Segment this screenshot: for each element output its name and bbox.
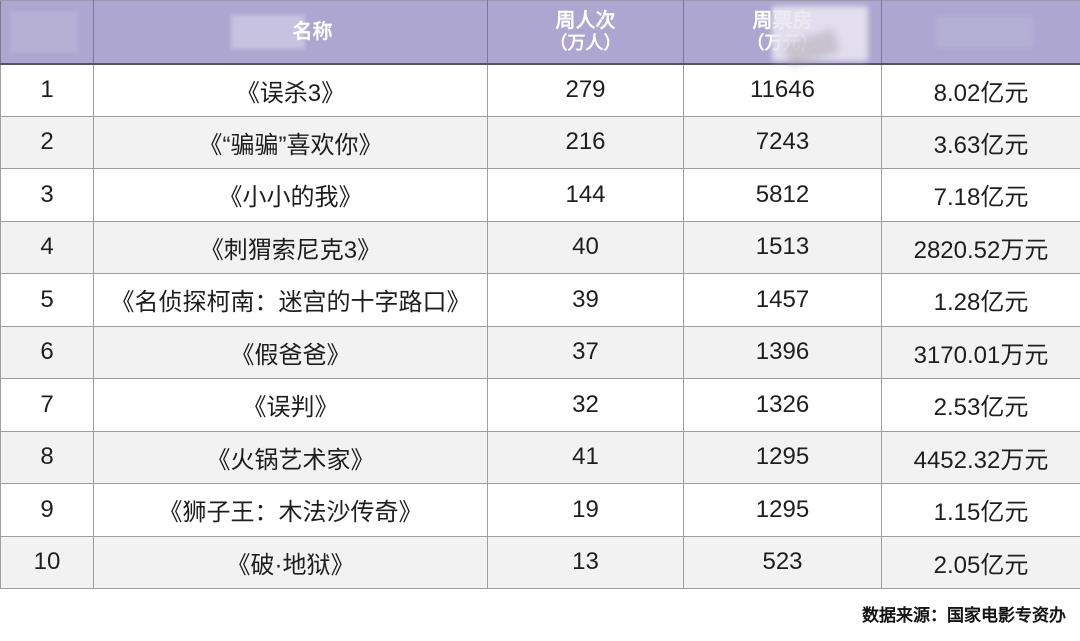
weekly-audience-cell: 279: [487, 63, 684, 117]
table-row: 4 《刺猬索尼克3》 40 1513 2820.52万元: [0, 220, 1080, 274]
weekly-boxoffice-cell: 1457: [683, 273, 882, 327]
title-cell: 《刺猬索尼克3》: [93, 220, 488, 274]
title-cell: 《误判》: [93, 378, 488, 432]
total-boxoffice-cell: 2820.52万元: [881, 220, 1080, 274]
title-cell: 《“骗骗”喜欢你》: [93, 115, 488, 169]
weekly-audience-cell: 13: [487, 535, 684, 589]
rank-cell: 5: [0, 273, 94, 327]
table-row: 6 《假爸爸》 37 1396 3170.01万元: [0, 325, 1080, 379]
table-header: 名称 周人次 （万人） 周票房 （万元）: [0, 0, 1080, 65]
table-row: 9 《狮子王：木法沙传奇》 19 1295 1.15亿元: [0, 483, 1080, 537]
total-boxoffice-cell: 1.28亿元: [881, 273, 1080, 327]
header-rank: [0, 0, 94, 65]
weekly-audience-cell: 41: [487, 430, 684, 484]
total-boxoffice-cell: 3170.01万元: [881, 325, 1080, 379]
rank-cell: 2: [0, 115, 94, 169]
weekly-boxoffice-cell: 1513: [683, 220, 882, 274]
header-title-label: 名称: [292, 20, 333, 43]
boxoffice-ranking-table: 名称 周人次 （万人） 周票房 （万元） 1 《误杀3》 279 11646 8.0…: [0, 0, 1080, 589]
table-row: 10 《破·地狱》 13 523 2.05亿元: [0, 535, 1080, 589]
table-row: 7 《误判》 32 1326 2.53亿元: [0, 378, 1080, 432]
weekly-boxoffice-cell: 523: [683, 535, 882, 589]
weekly-boxoffice-cell: 5812: [683, 168, 882, 222]
header-weekly-boxoffice-label: 周票房: [752, 9, 813, 32]
title-cell: 《火锅艺术家》: [93, 430, 488, 484]
table-row: 5 《名侦探柯南：迷宫的十字路口》 39 1457 1.28亿元: [0, 273, 1080, 327]
total-boxoffice-cell: 1.15亿元: [881, 483, 1080, 537]
weekly-boxoffice-cell: 1326: [683, 378, 882, 432]
total-boxoffice-cell: 7.18亿元: [881, 168, 1080, 222]
weekly-audience-cell: 144: [487, 168, 684, 222]
table-row: 2 《“骗骗”喜欢你》 216 7243 3.63亿元: [0, 115, 1080, 169]
weekly-audience-cell: 19: [487, 483, 684, 537]
header-weekly-audience-unit: （万人）: [549, 32, 622, 53]
header-total-boxoffice: [881, 0, 1080, 65]
weekly-boxoffice-cell: 11646: [683, 63, 882, 117]
rank-cell: 9: [0, 483, 94, 537]
header-weekly-boxoffice-unit: （万元）: [746, 32, 819, 53]
total-boxoffice-cell: 4452.32万元: [881, 430, 1080, 484]
rank-cell: 3: [0, 168, 94, 222]
title-cell: 《破·地狱》: [93, 535, 488, 589]
title-cell: 《狮子王：木法沙传奇》: [93, 483, 488, 537]
weekly-boxoffice-cell: 1295: [683, 430, 882, 484]
header-row: 名称 周人次 （万人） 周票房 （万元）: [0, 0, 1080, 65]
header-weekly-audience: 周人次 （万人）: [487, 0, 684, 65]
rank-cell: 10: [0, 535, 94, 589]
header-weekly-boxoffice: 周票房 （万元）: [683, 0, 882, 65]
total-boxoffice-cell: 2.53亿元: [881, 378, 1080, 432]
title-cell: 《名侦探柯南：迷宫的十字路口》: [93, 273, 488, 327]
title-cell: 《假爸爸》: [93, 325, 488, 379]
total-boxoffice-cell: 2.05亿元: [881, 535, 1080, 589]
weekly-audience-cell: 39: [487, 273, 684, 327]
weekly-audience-cell: 216: [487, 115, 684, 169]
weekly-boxoffice-cell: 7243: [683, 115, 882, 169]
title-cell: 《小小的我》: [93, 168, 488, 222]
rank-cell: 7: [0, 378, 94, 432]
table-row: 3 《小小的我》 144 5812 7.18亿元: [0, 168, 1080, 222]
weekly-audience-cell: 40: [487, 220, 684, 274]
table-body: 1 《误杀3》 279 11646 8.02亿元 2 《“骗骗”喜欢你》 216…: [0, 63, 1080, 589]
weekly-boxoffice-cell: 1295: [683, 483, 882, 537]
rank-cell: 8: [0, 430, 94, 484]
total-boxoffice-cell: 3.63亿元: [881, 115, 1080, 169]
table-row: 8 《火锅艺术家》 41 1295 4452.32万元: [0, 430, 1080, 484]
total-boxoffice-cell: 8.02亿元: [881, 63, 1080, 117]
data-source-note: 数据来源：国家电影专资办: [862, 606, 1066, 625]
rank-cell: 6: [0, 325, 94, 379]
title-cell: 《误杀3》: [93, 63, 488, 117]
weekly-boxoffice-cell: 1396: [683, 325, 882, 379]
boxoffice-table-container: 名称 周人次 （万人） 周票房 （万元） 1 《误杀3》 279 11646 8.0…: [0, 0, 1080, 589]
rank-cell: 4: [0, 220, 94, 274]
rank-cell: 1: [0, 63, 94, 117]
table-row: 1 《误杀3》 279 11646 8.02亿元: [0, 63, 1080, 117]
header-weekly-audience-label: 周人次: [555, 9, 616, 32]
header-title: 名称: [93, 0, 488, 65]
weekly-audience-cell: 37: [487, 325, 684, 379]
weekly-audience-cell: 32: [487, 378, 684, 432]
